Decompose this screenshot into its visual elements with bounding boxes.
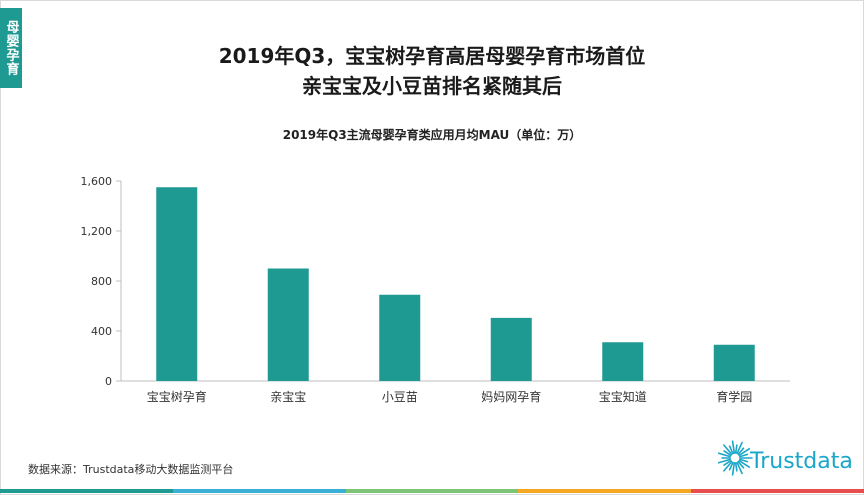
bottom-bar-segment <box>0 489 173 493</box>
bar <box>379 294 421 381</box>
page-title-line2: 亲宝宝及小豆苗排名紧随其后 <box>302 74 562 98</box>
bottom-bar-segment <box>345 489 519 493</box>
bar <box>156 187 198 381</box>
section-tag: 母婴孕育 <box>0 8 22 88</box>
page-title-line1: 2019年Q3，宝宝树孕育高居母婴孕育市场首位 <box>218 44 646 68</box>
x-tick-label: 妈妈网孕育 <box>481 389 541 404</box>
y-tick-label: 1,600 <box>81 175 113 188</box>
bar <box>490 317 532 381</box>
chart-title: 2019年Q3主流母婴孕育类应用月均MAU（单位：万） <box>282 128 582 142</box>
x-tick-label: 亲宝宝 <box>270 390 306 404</box>
x-tick-label: 宝宝树孕育 <box>147 389 207 404</box>
bottom-bar-segment <box>518 489 692 493</box>
bar <box>267 268 309 381</box>
x-tick-label: 宝宝知道 <box>599 390 647 404</box>
y-tick-label: 1,200 <box>81 225 113 238</box>
x-tick-label: 育学园 <box>716 389 752 404</box>
x-tick-label: 小豆苗 <box>382 390 418 404</box>
bottom-color-bar <box>0 489 864 493</box>
y-tick-label: 400 <box>91 325 112 338</box>
trustdata-logo-text: Trustdata <box>750 449 853 474</box>
y-tick-label: 0 <box>105 375 112 388</box>
bar <box>602 342 644 381</box>
data-source-note: 数据来源：Trustdata移动大数据监测平台 <box>28 463 234 476</box>
trustdata-logo-icon <box>717 440 753 476</box>
bottom-bar-segment <box>172 489 346 493</box>
bottom-bar-segment <box>691 489 864 493</box>
bar <box>713 344 755 381</box>
y-tick-label: 800 <box>91 275 112 288</box>
